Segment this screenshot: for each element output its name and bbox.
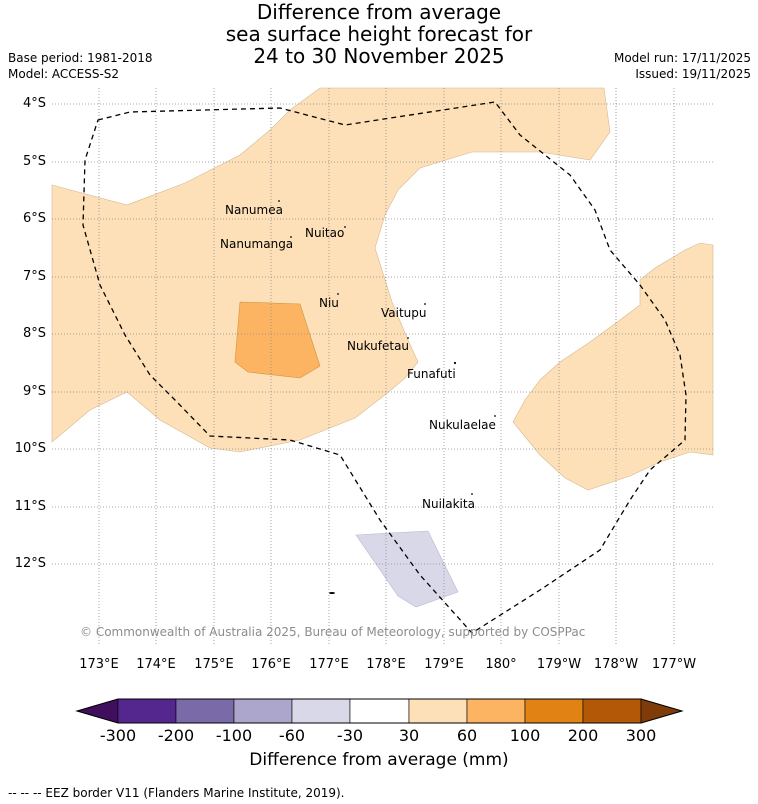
lat-label: 6°S [22, 211, 46, 226]
lat-label: 8°S [22, 326, 46, 341]
colorbar-tick: 30 [398, 726, 420, 745]
colorbar-segment [117, 698, 177, 724]
island-label-nuilakita: Nuilakita [422, 497, 475, 511]
colorbar-segment [233, 698, 293, 724]
colorbar-segment [175, 698, 235, 724]
colorbar-tick: 60 [456, 726, 478, 745]
colorbar-segment [524, 698, 584, 724]
lon-label: 179°W [536, 657, 582, 672]
lat-label: 5°S [22, 154, 46, 169]
colorbar-segment [466, 698, 526, 724]
colorbar-segment [582, 698, 642, 724]
model-run: Model run: 17/11/2025 [613, 51, 751, 65]
base-period: Base period: 1981-2018 [8, 51, 153, 65]
lon-label: 173°E [79, 657, 119, 672]
lon-label: 174°E [136, 657, 176, 672]
colorbar-tick: 200 [567, 726, 599, 745]
lon-label: 179°E [424, 657, 464, 672]
island-markers [278, 200, 496, 594]
lon-label: 176°E [251, 657, 291, 672]
colorbar-tick: -100 [215, 726, 253, 745]
island-label-niu: Niu [319, 296, 339, 310]
copyright-text: © Commonwealth of Australia 2025, Bureau… [80, 625, 586, 639]
lat-label: 7°S [22, 269, 46, 284]
colorbar-max-arrow [640, 698, 684, 724]
lon-gridlines [98, 88, 675, 646]
island-label-nukulaelae: Nukulaelae [429, 418, 496, 432]
colorbar-outline [75, 698, 684, 724]
colorbar-tick: -300 [99, 726, 137, 745]
lon-label: 177°W [651, 657, 697, 672]
model-name: Model: ACCESS-S2 [8, 67, 120, 81]
colorbar [75, 698, 684, 724]
colorbar-label: Difference from average (mm) [249, 750, 509, 770]
colorbar-segment [408, 698, 468, 724]
lat-label: 4°S [22, 96, 46, 111]
title-line-2: sea surface height forecast for [225, 22, 533, 46]
colorbar-tick: 100 [509, 726, 541, 745]
anomaly-region-east [512, 242, 714, 491]
colorbar-tick: 300 [625, 726, 657, 745]
island-label-nuitao: Nuitao [305, 226, 345, 240]
anomaly-region-high [234, 301, 321, 379]
colorbar-segment [291, 698, 351, 724]
colorbar-segment [349, 698, 410, 724]
lon-label: 177°E [309, 657, 349, 672]
eez-note: -- -- -- EEZ border V11 (Flanders Marine… [8, 786, 345, 800]
eez-border [82, 101, 687, 634]
island-label-nanumea: Nanumea [225, 203, 283, 217]
colorbar-tick: -30 [336, 726, 364, 745]
lat-label: 10°S [14, 441, 46, 456]
lon-label: 178°E [366, 657, 406, 672]
colorbar-tick: -60 [278, 726, 306, 745]
island-label-nanumanga: Nanumanga [220, 237, 294, 251]
lat-label: 9°S [22, 384, 46, 399]
colorbar-tick: -200 [157, 726, 195, 745]
title-line-3: 24 to 30 November 2025 [253, 44, 505, 68]
lon-label: 175°E [194, 657, 234, 672]
anomaly-region-negative [355, 530, 459, 608]
lat-label: 11°S [14, 499, 46, 514]
title-line-1: Difference from average [256, 0, 502, 24]
lat-gridlines [52, 103, 713, 565]
island-label-nukufetau: Nukufetau [347, 339, 410, 353]
lon-label: 180° [485, 657, 517, 672]
island-label-vaitupu: Vaitupu [381, 306, 427, 320]
lat-label: 12°S [14, 556, 46, 571]
anomaly-region-west [51, 87, 611, 453]
issued-date: Issued: 19/11/2025 [635, 67, 751, 81]
island-label-funafuti: Funafuti [407, 367, 456, 381]
colorbar-min-arrow [75, 698, 119, 724]
lon-label: 178°W [593, 657, 639, 672]
